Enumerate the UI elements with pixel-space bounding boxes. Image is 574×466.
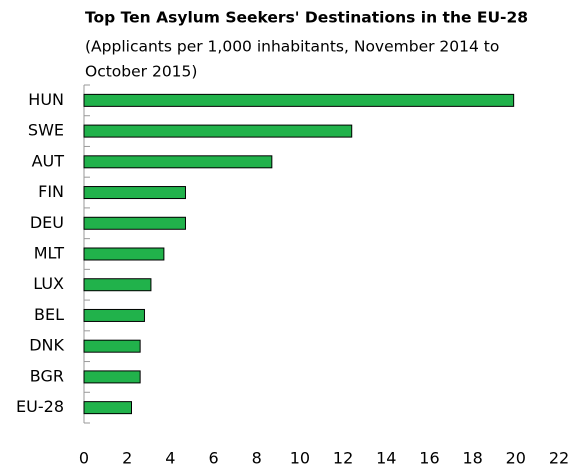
x-tick-label: 10 [290,449,310,466]
x-tick-label: 2 [122,449,132,466]
bar [83,93,515,107]
chart-title: Top Ten Asylum Seekers' Destinations in … [85,9,528,27]
y-tick-label: HUN [28,90,64,109]
x-tick-label: 12 [333,449,353,466]
y-tick-label: BGR [30,366,64,385]
y-tick-label: DEU [30,213,64,232]
chart-subtitle: October 2015) [85,63,197,81]
y-tick-label: BEL [34,305,64,324]
y-tick-label: EU-28 [16,397,64,416]
x-tick-label: 8 [252,449,262,466]
x-tick-label: 0 [79,449,89,466]
x-tick-label: 4 [165,449,175,466]
y-tick-label: LUX [33,274,64,293]
x-tick-label: 6 [208,449,218,466]
bar [83,155,273,169]
y-tick-label: SWE [28,121,64,140]
x-tick-label: 16 [419,449,439,466]
bar [83,370,141,384]
x-tick-label: 14 [376,449,396,466]
bar [83,339,141,353]
bar [83,401,132,415]
y-tick-label: MLT [34,244,65,263]
chart-subtitle: (Applicants per 1,000 inhabitants, Novem… [85,38,499,56]
bar [83,278,152,292]
bar [83,247,165,261]
y-tick-label: FIN [38,182,64,201]
bar [83,308,145,322]
bar [83,216,186,230]
bar [83,186,186,200]
y-tick-label: AUT [32,151,65,170]
x-tick-label: 22 [549,449,569,466]
y-tick-label: DNK [29,336,64,355]
x-tick-label: 20 [506,449,526,466]
x-tick-label: 18 [462,449,482,466]
bar [83,124,353,138]
